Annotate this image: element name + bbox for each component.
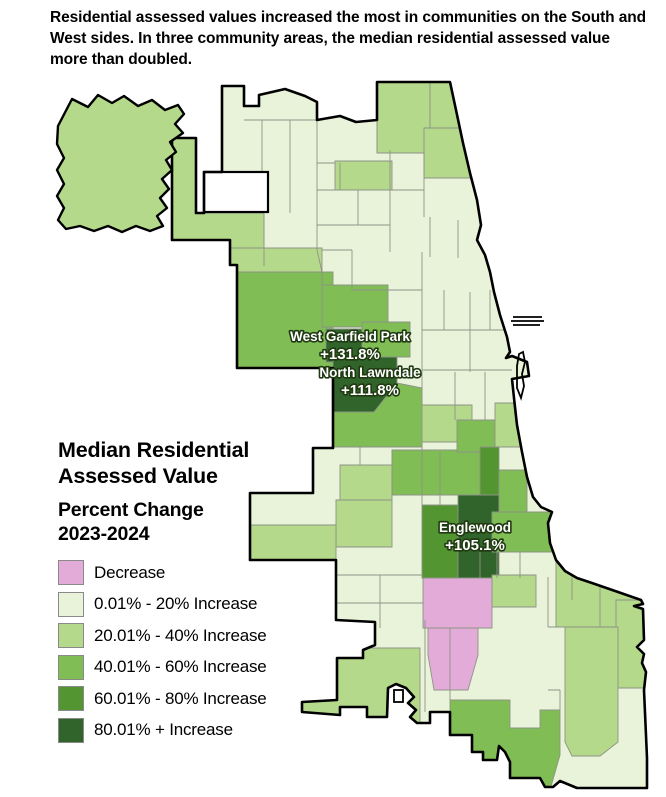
chart-title: Residential assessed values increased th… bbox=[50, 7, 650, 70]
region-albany-park bbox=[334, 160, 393, 191]
legend-item-inc20_40: 20.01% - 40% Increase bbox=[58, 620, 328, 652]
legend-label: 0.01% - 20% Increase bbox=[94, 594, 258, 614]
legend-label: Decrease bbox=[94, 562, 166, 582]
region-washington-heights bbox=[427, 627, 479, 691]
legend-label: 60.01% - 80% Increase bbox=[94, 688, 267, 708]
region-roseland-west-pullman bbox=[449, 699, 561, 788]
city-boundary bbox=[170, 80, 649, 790]
map-value-north-lawndale: +111.8% bbox=[341, 382, 399, 399]
legend-title-line-2: Assessed Value bbox=[58, 464, 218, 488]
region-east-garfield-park bbox=[361, 321, 411, 358]
legend-swatch-inc40_60 bbox=[58, 654, 84, 680]
legend-swatch-decrease bbox=[58, 560, 84, 586]
legend-subtitle: Percent Change 2023-2024 bbox=[58, 498, 328, 546]
legend-swatch-inc60_80 bbox=[58, 686, 84, 712]
legend-subtitle-line-1: Percent Change bbox=[58, 499, 204, 521]
region-humboldt-park bbox=[321, 284, 389, 328]
region-grand-crossing-south-shore bbox=[491, 511, 635, 553]
chart-title-line-1: Residential assessed values increased th… bbox=[50, 9, 647, 26]
region-new-city bbox=[391, 449, 484, 496]
map-label-north-lawndale: North Lawndale bbox=[319, 365, 421, 380]
legend-swatch-inc0_20 bbox=[58, 591, 84, 617]
legend-label: 20.01% - 40% Increase bbox=[94, 625, 267, 645]
region-belmont-cragin bbox=[229, 247, 323, 273]
legend-subtitle-line-2: 2023-2024 bbox=[58, 523, 150, 545]
enclave-norridge bbox=[202, 170, 270, 214]
region-west-elsdon-gage-park bbox=[335, 499, 393, 548]
legend-item-inc80p: 80.01% + Increase bbox=[58, 715, 328, 747]
region-woodlawn bbox=[498, 469, 528, 513]
chart-title-line-2: West sides. In three community areas, th… bbox=[50, 30, 610, 47]
region-austin bbox=[236, 271, 334, 369]
legend-item-decrease: Decrease bbox=[58, 557, 328, 589]
region-chatham-east bbox=[491, 574, 537, 608]
region-south-deering bbox=[564, 626, 619, 757]
map-label-west-garfield-park: West Garfield Park bbox=[290, 329, 410, 344]
region-ohare bbox=[55, 93, 186, 234]
map-label-englewood: Englewood bbox=[439, 520, 511, 535]
legend-item-inc60_80: 60.01% - 80% Increase bbox=[58, 683, 328, 715]
legend-item-inc40_60: 40.01% - 60% Increase bbox=[58, 652, 328, 684]
legend: Median Residential Assessed Value Percen… bbox=[58, 437, 328, 746]
legend-label: 40.01% - 60% Increase bbox=[94, 657, 267, 677]
legend-item-inc0_20: 0.01% - 20% Increase bbox=[58, 589, 328, 621]
region-west-ridge bbox=[376, 82, 431, 154]
legend-title-line-1: Median Residential bbox=[58, 438, 250, 462]
legend-swatch-inc80p bbox=[58, 717, 84, 743]
legend-label: 80.01% + Increase bbox=[94, 720, 233, 740]
map-value-englewood: +105.1% bbox=[445, 537, 505, 554]
lakefront-marks bbox=[511, 316, 544, 401]
legend-swatch-inc20_40 bbox=[58, 623, 84, 649]
legend-items: Decrease 0.01% - 20% Increase 20.01% - 40%… bbox=[58, 557, 328, 746]
legend-title: Median Residential Assessed Value bbox=[58, 437, 328, 489]
region-auburn-gresham bbox=[422, 577, 493, 629]
chart-title-line-3: more than doubled. bbox=[50, 51, 193, 68]
map-value-west-garfield-park: +131.8% bbox=[320, 346, 380, 363]
region-brighton-park bbox=[339, 464, 393, 501]
enclave-merrionette bbox=[393, 689, 404, 703]
